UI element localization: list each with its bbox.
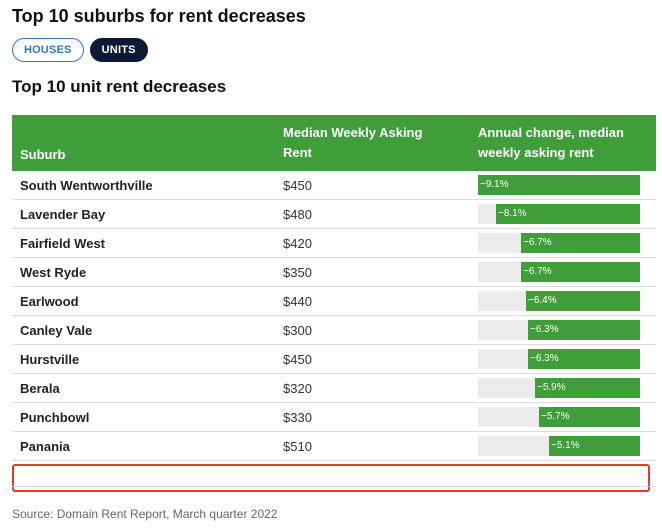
cell-suburb: Berala <box>20 381 60 396</box>
cell-rent: $450 <box>283 178 312 193</box>
cell-rent: $420 <box>283 236 312 251</box>
column-header-rent: Median Weekly Asking Rent <box>283 125 423 160</box>
table-row: West Ryde $350 −6.7% <box>12 258 656 287</box>
cell-rent: $440 <box>283 294 312 309</box>
change-bar: −6.7% <box>521 233 640 253</box>
table-row: Lavender Bay $480 −8.1% <box>12 200 656 229</box>
cell-rent: $510 <box>283 439 312 454</box>
table-row: Panania $510 −5.1% <box>12 432 656 461</box>
table-row: Hurstville $450 −6.3% <box>12 345 656 374</box>
cell-suburb: West Ryde <box>20 265 87 280</box>
column-header-change: Annual change, median weekly asking rent <box>478 125 624 160</box>
table-row: Earlwood $440 −6.4% <box>12 287 656 316</box>
column-header-suburb: Suburb <box>20 147 66 162</box>
change-bar-track: −5.1% <box>478 436 640 456</box>
table-row: Punchbowl $330 −5.7% <box>12 403 656 432</box>
change-bar: −5.7% <box>539 407 640 427</box>
table-row: Fairfield West $420 −6.7% <box>12 229 656 258</box>
change-bar-track: −9.1% <box>478 175 640 195</box>
tab-units[interactable]: UNITS <box>89 38 148 62</box>
change-bar-track: −6.4% <box>478 291 640 311</box>
cell-suburb: Punchbowl <box>20 410 90 425</box>
table-header: Suburb Median Weekly Asking Rent Annual … <box>12 115 656 171</box>
table-row: South Wentworthville $450 −9.1% <box>12 171 656 200</box>
change-bar: −8.1% <box>496 204 640 224</box>
tab-houses[interactable]: HOUSES <box>12 38 84 62</box>
change-bar: −6.3% <box>528 349 640 369</box>
change-bar: −5.1% <box>549 436 640 456</box>
change-bar: −9.1% <box>478 175 640 195</box>
cell-rent: $350 <box>283 265 312 280</box>
change-bar: −6.3% <box>528 320 640 340</box>
rent-decrease-table: Suburb Median Weekly Asking Rent Annual … <box>12 115 656 492</box>
cell-suburb: Panania <box>20 439 70 454</box>
cell-rent: $450 <box>283 352 312 367</box>
change-bar-track: −6.3% <box>478 349 640 369</box>
change-bar: −6.4% <box>526 291 640 311</box>
table-body: South Wentworthville $450 −9.1% Lavender Ba… <box>12 171 656 461</box>
cell-rent: $320 <box>283 381 312 396</box>
cell-suburb: Fairfield West <box>20 236 106 251</box>
change-bar-track: −6.3% <box>478 320 640 340</box>
cell-rent: $330 <box>283 410 312 425</box>
divider <box>12 486 656 487</box>
cell-rent: $480 <box>283 207 312 222</box>
table-row: Canley Vale $300 −6.3% <box>12 316 656 345</box>
change-bar-track: −6.7% <box>478 233 640 253</box>
cell-suburb: Lavender Bay <box>20 207 106 222</box>
highlight-outline <box>12 464 650 492</box>
table-title: Top 10 unit rent decreases <box>12 77 227 96</box>
property-type-tabs: HOUSES UNITS <box>12 38 148 62</box>
change-bar: −5.9% <box>535 378 640 398</box>
change-bar-track: −8.1% <box>478 204 640 224</box>
change-bar: −6.7% <box>521 262 640 282</box>
source-note: Source: Domain Rent Report, March quarte… <box>12 507 278 521</box>
cell-rent: $300 <box>283 323 312 338</box>
change-bar-track: −6.7% <box>478 262 640 282</box>
page-title: Top 10 suburbs for rent decreases <box>12 6 306 26</box>
table-row: Berala $320 −5.9% <box>12 374 656 403</box>
change-bar-track: −5.7% <box>478 407 640 427</box>
cell-suburb: Canley Vale <box>20 323 93 338</box>
change-bar-track: −5.9% <box>478 378 640 398</box>
cell-suburb: Hurstville <box>20 352 80 367</box>
cell-suburb: South Wentworthville <box>20 178 153 193</box>
cell-suburb: Earlwood <box>20 294 79 309</box>
